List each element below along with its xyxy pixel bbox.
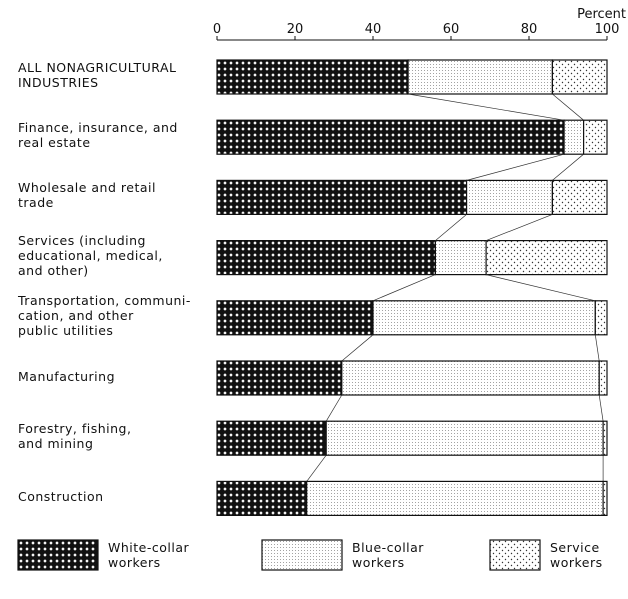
category-label: Forestry, fishing, and mining bbox=[18, 421, 132, 452]
bar-segment bbox=[372, 300, 596, 336]
x-tick-label: 100 bbox=[595, 22, 620, 37]
connector bbox=[598, 394, 604, 422]
legend-swatch bbox=[17, 539, 99, 571]
legend-swatch bbox=[489, 539, 541, 571]
x-tick-label: 20 bbox=[287, 22, 304, 37]
bar-segment bbox=[325, 420, 604, 456]
connector bbox=[325, 394, 343, 422]
connector bbox=[341, 334, 374, 362]
category-label: Manufacturing bbox=[18, 368, 116, 384]
bar-segment bbox=[434, 240, 487, 276]
bar-segment bbox=[551, 59, 608, 95]
bar-segment bbox=[216, 179, 468, 215]
bar-segment bbox=[602, 480, 608, 516]
connector bbox=[372, 274, 436, 302]
axis-unit: Percent bbox=[577, 7, 626, 22]
bar-segment bbox=[594, 300, 608, 336]
connector bbox=[435, 214, 467, 241]
bar-segment bbox=[466, 179, 554, 215]
legend-label: Service workers bbox=[550, 540, 603, 570]
connector bbox=[466, 153, 565, 181]
bar-segment bbox=[216, 59, 409, 95]
x-tick-label: 0 bbox=[213, 22, 221, 37]
bar-segment bbox=[216, 360, 343, 396]
category-label: Wholesale and retail trade bbox=[18, 180, 156, 211]
connector bbox=[485, 214, 553, 241]
legend-swatch bbox=[261, 539, 343, 571]
bar-segment bbox=[216, 119, 565, 155]
bar-segment bbox=[598, 360, 608, 396]
category-label: ALL NONAGRICULTURAL INDUSTRIES bbox=[18, 60, 177, 90]
connector bbox=[408, 93, 565, 121]
bar-segment bbox=[216, 420, 327, 456]
x-tick-label: 60 bbox=[443, 22, 460, 37]
bar-segment bbox=[485, 240, 608, 276]
connector bbox=[552, 93, 584, 121]
bar-segment bbox=[563, 119, 585, 155]
category-label: Transportation, communi- cation, and oth… bbox=[18, 293, 191, 339]
bar-segment bbox=[216, 480, 308, 516]
connector bbox=[306, 454, 327, 482]
legend-label: White-collar workers bbox=[108, 540, 190, 570]
bar-segment bbox=[551, 179, 608, 215]
bar-segment bbox=[341, 360, 600, 396]
connector bbox=[486, 274, 596, 302]
connector bbox=[552, 153, 584, 181]
category-label: Services (including educational, medical… bbox=[18, 233, 163, 279]
x-tick-label: 80 bbox=[521, 22, 538, 37]
category-label: Finance, insurance, and real estate bbox=[18, 120, 178, 151]
legend-label: Blue-collar workers bbox=[352, 540, 424, 570]
category-label: Construction bbox=[18, 488, 104, 504]
bar-segment bbox=[407, 59, 554, 95]
x-tick-label: 40 bbox=[365, 22, 382, 37]
bar-segment bbox=[216, 240, 436, 276]
bar-segment bbox=[582, 119, 608, 155]
connector bbox=[594, 334, 600, 362]
bar-segment bbox=[216, 300, 374, 336]
bar-segment bbox=[306, 480, 604, 516]
bar-segment bbox=[602, 420, 608, 456]
